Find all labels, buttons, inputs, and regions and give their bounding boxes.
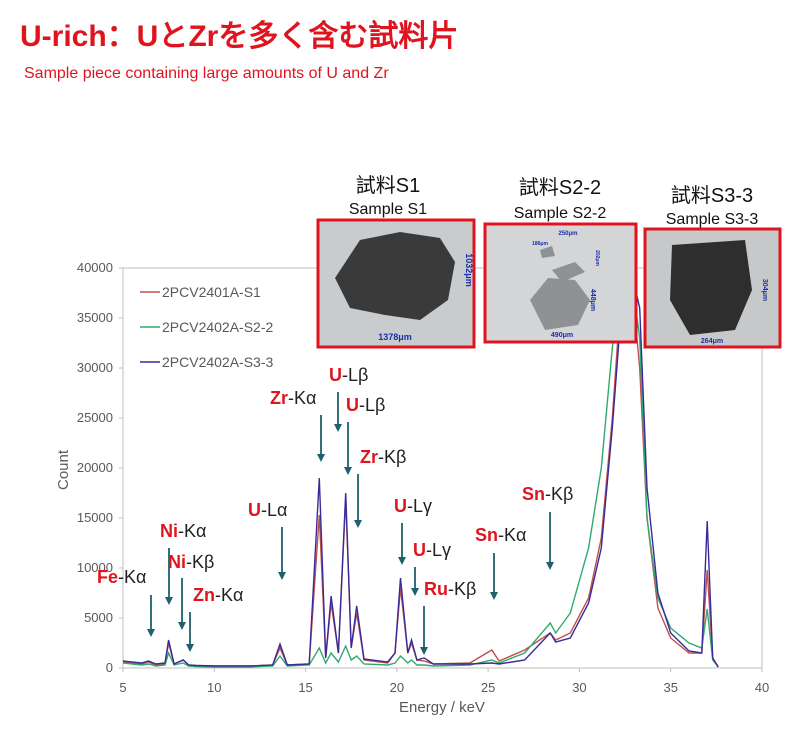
sample-subtitle: Sample S1: [349, 201, 427, 218]
peak-line: -Lβ: [342, 365, 368, 385]
peak-line: -Kα: [215, 585, 243, 605]
y-tick-label: 30000: [77, 360, 113, 375]
peak-line: -Kβ: [186, 552, 214, 572]
y-tick-label: 25000: [77, 410, 113, 425]
y-axis-label: Count: [55, 449, 72, 490]
peak-element: Zr: [270, 388, 288, 408]
y-tick-label: 5000: [84, 610, 113, 625]
x-tick-label: 20: [390, 680, 404, 695]
peak-element: U: [248, 500, 261, 520]
x-tick-label: 40: [755, 680, 769, 695]
scale-label: 202μm: [594, 250, 600, 266]
peak-label: U-Lγ: [413, 540, 451, 560]
peak-arrowhead: [147, 629, 155, 637]
y-tick-label: 0: [106, 660, 113, 675]
peak-label: U-Lγ: [394, 496, 432, 516]
y-tick-label: 15000: [77, 510, 113, 525]
peak-element: U: [413, 540, 426, 560]
sample-subtitle: Sample S2-2: [514, 205, 607, 222]
peak-line: -Lα: [261, 500, 287, 520]
peak-arrowhead: [546, 562, 554, 570]
peak-label: Fe-Kα: [97, 567, 146, 587]
peak-element: Fe: [97, 567, 118, 587]
peak-label: Ni-Kβ: [168, 552, 214, 572]
legend-label: 2PCV2402A-S3-3: [162, 354, 274, 370]
peak-label: U-Lβ: [346, 395, 385, 415]
peak-line: -Kα: [118, 567, 146, 587]
peak-label: Ru-Kβ: [424, 579, 476, 599]
sample-title: 試料S2-2: [519, 176, 601, 199]
peak-element: Ru: [424, 579, 448, 599]
chart-subtitle: Sample piece containing large amounts of…: [24, 65, 389, 82]
x-tick-label: 5: [119, 680, 126, 695]
peak-line: -Kα: [288, 388, 316, 408]
sample-title: 試料S3-3: [671, 184, 753, 207]
peak-label: U-Lβ: [329, 365, 368, 385]
x-tick-label: 35: [663, 680, 677, 695]
peak-arrowhead: [354, 520, 362, 528]
x-tick-label: 25: [481, 680, 495, 695]
scale-label: 490μm: [551, 332, 573, 339]
peak-label: Zr-Kα: [270, 388, 316, 408]
x-tick-label: 30: [572, 680, 586, 695]
peak-arrowhead: [420, 647, 428, 655]
scale-label: 250μm: [558, 231, 577, 237]
peak-arrowhead: [344, 467, 352, 475]
sample-title: 試料S1: [356, 174, 420, 197]
peak-label: Sn-Kβ: [522, 484, 573, 504]
peak-arrowhead: [278, 572, 286, 580]
peak-line: -Kβ: [378, 447, 406, 467]
peak-label: U-Lα: [248, 500, 287, 520]
scale-label: 264μm: [701, 338, 723, 345]
scale-label: 448μm: [589, 289, 596, 311]
peak-arrowhead: [411, 588, 419, 596]
peak-label: Ni-Kα: [160, 521, 206, 541]
peak-arrowhead: [398, 557, 406, 565]
scale-label: 1378μm: [378, 332, 412, 342]
peak-arrowhead: [334, 424, 342, 432]
peak-element: Zn: [193, 585, 215, 605]
peak-element: U: [346, 395, 359, 415]
peak-line: -Kα: [498, 525, 526, 545]
peak-element: Ni: [160, 521, 178, 541]
peak-element: Ni: [168, 552, 186, 572]
y-tick-label: 40000: [77, 260, 113, 275]
peak-element: Zr: [360, 447, 378, 467]
peak-line: -Kβ: [545, 484, 573, 504]
peak-arrowhead: [490, 592, 498, 600]
sample-subtitle: Sample S3-3: [666, 211, 759, 228]
peak-line: -Kα: [178, 521, 206, 541]
x-tick-label: 10: [207, 680, 221, 695]
peak-arrowhead: [186, 644, 194, 652]
sample-photo: [483, 222, 638, 344]
peak-label: Sn-Kα: [475, 525, 526, 545]
peak-arrowhead: [317, 454, 325, 462]
chart-title: U-rich：UとZrを多く含む試料片: [20, 19, 458, 53]
peak-element: Sn: [522, 484, 545, 504]
peak-arrowhead: [165, 597, 173, 605]
peak-arrowhead: [178, 622, 186, 630]
y-tick-label: 20000: [77, 460, 113, 475]
sample-photo: [643, 227, 782, 349]
peak-element: Sn: [475, 525, 498, 545]
legend-label: 2PCV2401A-S1: [162, 284, 261, 300]
scale-label: 304μm: [761, 279, 768, 301]
peak-line: -Lγ: [407, 496, 432, 516]
scale-label: 1032μm: [464, 253, 474, 287]
peak-label: Zn-Kα: [193, 585, 243, 605]
x-axis-label: Energy / keV: [399, 699, 485, 716]
legend-label: 2PCV2402A-S2-2: [162, 319, 274, 335]
sample-photo: [316, 218, 476, 349]
peak-element: U: [329, 365, 342, 385]
peak-line: -Kβ: [448, 579, 476, 599]
peak-label: Zr-Kβ: [360, 447, 406, 467]
y-tick-label: 10000: [77, 560, 113, 575]
x-tick-label: 15: [298, 680, 312, 695]
y-tick-label: 35000: [77, 310, 113, 325]
peak-element: U: [394, 496, 407, 516]
peak-line: -Lγ: [426, 540, 451, 560]
peak-line: -Lβ: [359, 395, 385, 415]
scale-label: 186μm: [532, 241, 548, 247]
